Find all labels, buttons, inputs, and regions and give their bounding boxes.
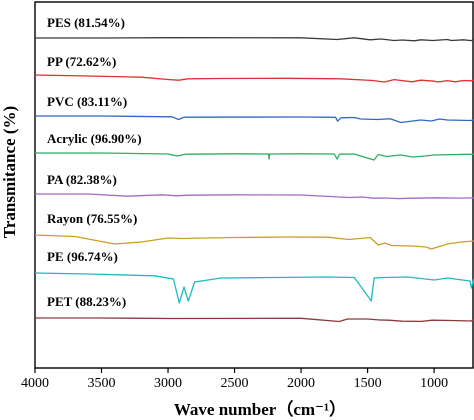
series-layer (34, 37, 474, 323)
series-line-7 (35, 317, 474, 323)
series-label-2: PVC (83.11%) (47, 94, 127, 109)
x-tick-label-3: 2500 (221, 376, 249, 391)
series-line-5 (34, 234, 474, 250)
series-label-1: PP (72.62%) (47, 54, 116, 69)
x-tick-label-0: 4000 (21, 376, 49, 391)
series-line-6 (34, 272, 474, 304)
series-label-3: Acrylic (96.90%) (47, 131, 142, 146)
series-line-2 (35, 115, 474, 124)
series-line-1 (34, 74, 474, 83)
x-axis-title: Wave number（cm⁻¹） (173, 400, 347, 419)
series-label-0: PES (81.54%) (47, 15, 125, 30)
legend-labels: PES (81.54%) PP (72.62%) PVC (83.11%) Acryl… (47, 15, 142, 309)
x-tick-label-5: 1500 (354, 376, 382, 391)
series-label-6: PE (96.74%) (47, 249, 118, 264)
x-tick-label-4: 2000 (287, 376, 315, 391)
plot-frame (34, 1, 474, 369)
x-tick-label-2: 3000 (154, 376, 182, 391)
series-label-5: Rayon (76.55%) (47, 211, 137, 226)
series-line-0 (35, 37, 474, 42)
series-line-3 (35, 152, 474, 161)
x-tick-label-6: 1000 (420, 376, 448, 391)
plot-border (34, 1, 474, 369)
series-line-4 (35, 193, 474, 200)
series-label-7: PET (88.23%) (47, 294, 126, 309)
series-label-4: PA (82.38%) (47, 172, 117, 187)
y-axis-title: Transmitance (%) (0, 105, 19, 239)
x-axis-ticks: 4000 3500 3000 2500 2000 1500 1000 (21, 368, 448, 391)
x-tick-label-1: 3500 (88, 376, 116, 391)
